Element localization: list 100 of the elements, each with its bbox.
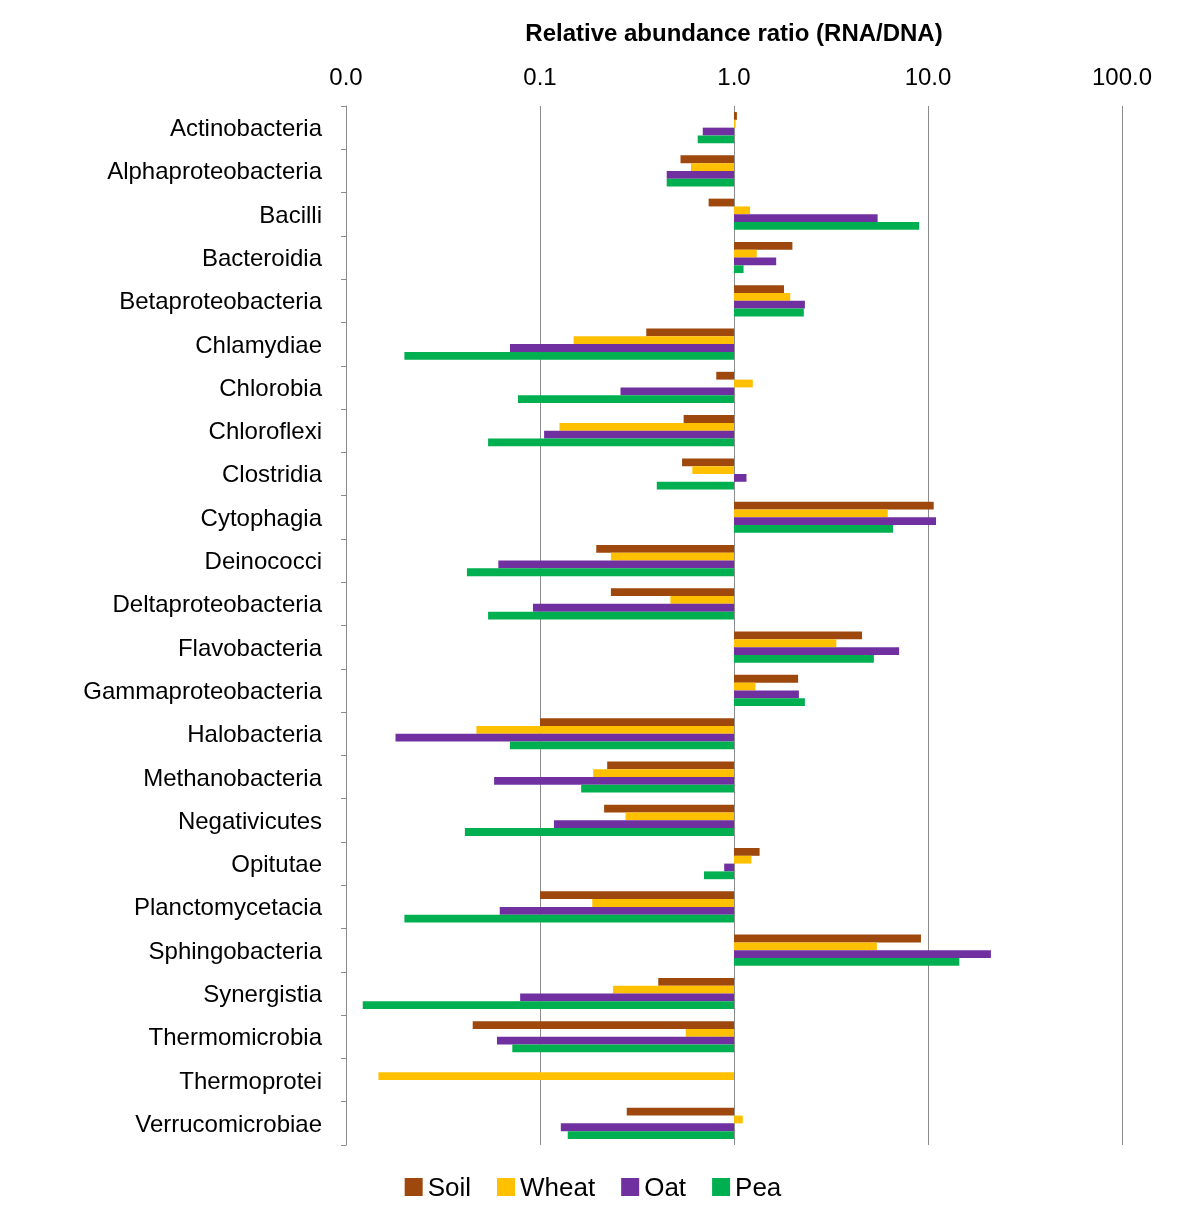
legend-label: Wheat	[520, 1172, 596, 1202]
y-tick-label: Alphaproteobacteria	[107, 157, 323, 185]
bar	[404, 351, 734, 360]
bar	[734, 241, 793, 250]
y-tick-label: Flavobacteria	[177, 633, 323, 661]
bar	[734, 639, 837, 648]
bar	[734, 848, 760, 856]
bar	[683, 415, 734, 423]
y-tick-label: Synergistia	[203, 979, 323, 1007]
bar	[734, 501, 934, 510]
y-tick-label: Clostridia	[221, 460, 323, 488]
bar	[464, 828, 734, 836]
bar	[734, 654, 874, 663]
bar	[656, 481, 734, 490]
y-tick-label: Methanobacteria	[143, 763, 323, 791]
bar	[734, 249, 757, 258]
y-tick-label: Actinobacteria	[169, 114, 323, 142]
legend-label: Pea	[735, 1172, 782, 1202]
bar	[620, 387, 734, 396]
y-tick-label: Betaproteobacteria	[119, 287, 323, 315]
bar	[734, 265, 744, 274]
y-tick-label: Halobacteria	[187, 720, 323, 748]
bar	[540, 891, 734, 900]
bar	[734, 855, 752, 864]
bar	[734, 647, 900, 655]
bar	[607, 761, 734, 770]
y-tick-label: Chlamydiae	[195, 330, 322, 358]
bar	[573, 336, 734, 345]
bar	[610, 588, 734, 597]
bar	[466, 568, 734, 577]
y-tick-label: Deltaproteobacteria	[112, 590, 323, 618]
bar	[610, 552, 734, 561]
bar	[472, 1021, 734, 1029]
x-tick-label: 100.0	[1091, 62, 1153, 90]
x-tick-label: 10.0	[904, 62, 952, 90]
bar	[734, 950, 991, 958]
bar	[567, 1131, 734, 1139]
bar	[378, 1072, 734, 1081]
bar	[734, 206, 751, 215]
bar	[494, 777, 734, 785]
bar	[734, 525, 893, 533]
bar	[685, 1028, 734, 1037]
bar	[680, 155, 734, 164]
bar	[734, 308, 804, 317]
y-tick-label: Planctomycetacia	[133, 893, 323, 921]
bar	[734, 631, 863, 640]
bar	[362, 1001, 734, 1010]
bar	[734, 942, 877, 951]
bar	[509, 344, 734, 352]
bar	[559, 422, 734, 431]
bar	[734, 293, 791, 301]
bar	[734, 698, 805, 707]
bar	[544, 430, 734, 439]
bar	[395, 733, 734, 742]
bar	[666, 170, 734, 179]
bar	[626, 1107, 734, 1116]
bar	[553, 820, 734, 829]
bar	[682, 458, 734, 467]
bar	[512, 1044, 734, 1053]
y-tick-label: Thermoprotei	[179, 1066, 322, 1094]
y-tick-label: Thermomicrobia	[148, 1023, 323, 1051]
bar	[724, 863, 734, 872]
bar	[690, 163, 734, 171]
bar	[734, 379, 753, 388]
bar	[697, 135, 734, 144]
bar	[592, 899, 734, 907]
bar	[716, 371, 734, 380]
bar	[734, 1115, 743, 1124]
bar	[596, 544, 734, 553]
bar	[734, 690, 799, 699]
y-tick-label: Chlorobia	[219, 373, 323, 401]
bar	[404, 914, 734, 923]
bar	[734, 214, 878, 223]
bar	[734, 509, 888, 518]
bar	[509, 741, 734, 750]
bar	[734, 674, 799, 683]
y-tick-label: Verrucomicrobiae	[135, 1109, 322, 1137]
y-tick-label: Deinococci	[204, 547, 322, 575]
bar	[670, 596, 734, 604]
bar	[734, 300, 805, 309]
y-tick-label: Sphingobacteria	[148, 936, 323, 964]
bar	[613, 985, 734, 994]
bar	[498, 560, 734, 569]
bar	[646, 328, 734, 337]
bar	[734, 957, 960, 966]
y-tick-label: Bacteroidia	[201, 244, 323, 272]
bar	[734, 517, 937, 526]
bar	[517, 395, 734, 403]
y-tick-label: Opitutae	[231, 850, 322, 878]
bar	[520, 993, 734, 1002]
bar	[499, 906, 734, 915]
y-tick-label: Gammaproteobacteria	[83, 676, 323, 704]
bar	[658, 977, 734, 986]
bar	[581, 784, 734, 793]
bar	[532, 603, 734, 612]
bar	[488, 611, 734, 620]
legend-label: Soil	[427, 1172, 472, 1202]
bar	[666, 178, 734, 187]
bar	[734, 112, 737, 120]
y-tick-label: Negativicutes	[177, 806, 322, 834]
